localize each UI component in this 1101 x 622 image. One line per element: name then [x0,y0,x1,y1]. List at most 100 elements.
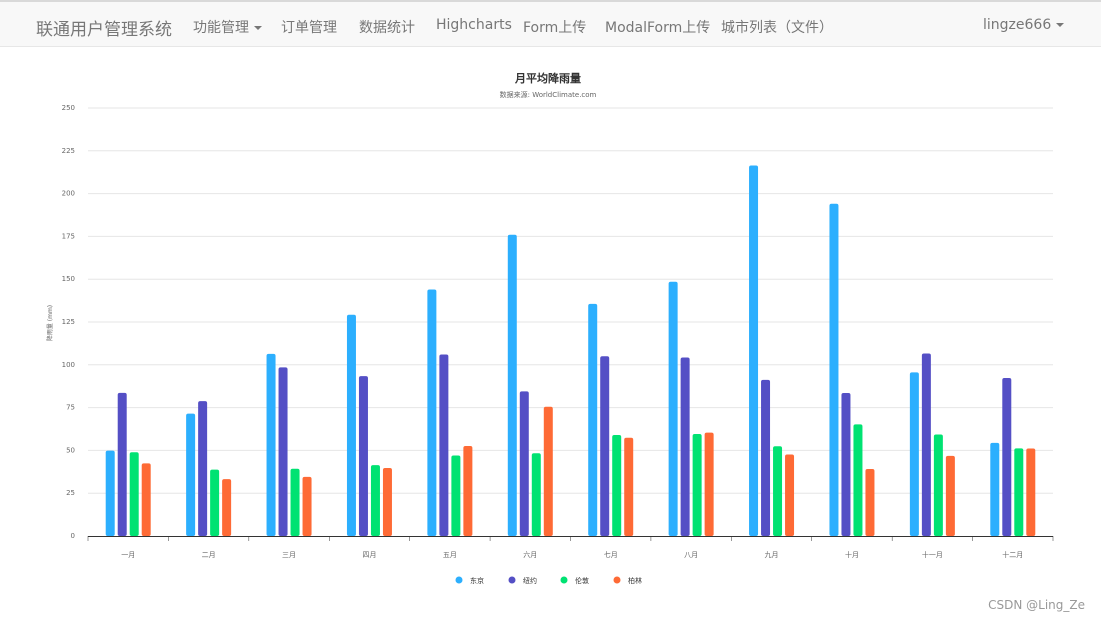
bar [439,354,449,536]
nav-form-upload[interactable]: Form上传 [523,20,587,36]
nav-data-statistics[interactable]: 数据统计 [359,20,415,36]
bar [990,442,1000,536]
x-tick-label: 十二月 [1002,550,1023,559]
legend-item: 伦敦 [560,576,589,585]
bar [507,234,517,537]
y-axis-title: 降雨量 (mm) [46,305,54,341]
x-tick-label: 十月 [845,550,859,559]
legend-marker [508,576,516,584]
y-tick-label: 125 [62,318,75,326]
bar [198,401,208,536]
bar [945,455,955,536]
nav-function-management[interactable]: 功能管理 [193,17,262,37]
bar [865,469,875,536]
y-tick-label: 250 [62,104,75,112]
bar [266,353,276,536]
bar [302,476,312,536]
navbar: 联通用户管理系统 功能管理 订单管理 数据统计 Highcharts Form上… [0,2,1101,47]
bar [222,479,232,536]
legend-marker [560,576,568,584]
y-tick-label: 200 [62,190,75,198]
y-tick-label: 175 [62,232,75,240]
bar [427,289,437,536]
bar [451,455,461,536]
bar [141,463,151,536]
bar [749,165,759,536]
bar [531,453,541,536]
legend-item: 柏林 [613,576,642,585]
legend-label: 纽约 [523,576,537,585]
bar [278,367,288,536]
bar [346,314,356,536]
caret-down-icon [1056,23,1065,27]
bar [773,446,783,536]
chart-subtitle: 数据来源: WorldClimate.com [500,90,597,99]
bar [588,303,598,536]
bar [761,379,771,536]
x-tick-label: 七月 [604,550,618,559]
bar [129,452,139,536]
bar [841,393,851,536]
chart-title: 月平均降雨量 [514,71,581,85]
x-tick-label: 一月 [121,551,135,559]
y-tick-label: 0 [71,532,75,540]
x-tick-label: 五月 [443,551,457,559]
nav-label: 功能管理 [193,20,249,36]
x-tick-label: 九月 [765,550,779,559]
user-menu[interactable]: lingze666 [983,17,1065,33]
bar [290,468,300,536]
bar [692,433,702,536]
bar [382,468,392,536]
y-tick-label: 225 [62,147,75,155]
x-tick-label: 四月 [362,551,376,559]
y-tick-label: 25 [66,489,75,497]
nav-highcharts[interactable]: Highcharts [436,17,512,33]
legend-item: 纽约 [508,576,537,585]
bar [704,432,714,536]
bar [117,392,127,536]
legend-label: 东京 [470,576,484,585]
y-tick-label: 50 [66,446,75,454]
bar [612,434,622,536]
y-tick-label: 100 [62,361,75,369]
nav-city-list[interactable]: 城市列表（文件） [721,20,833,36]
bar [624,437,634,536]
top-border [0,0,1101,2]
username: lingze666 [983,17,1052,33]
y-tick-label: 75 [66,404,75,412]
x-tick-label: 十一月 [922,550,943,559]
x-tick-label: 三月 [282,551,296,559]
bar [543,406,553,536]
brand-link[interactable]: 联通用户管理系统 [36,20,172,40]
bar [1026,448,1036,536]
legend-marker [455,576,463,584]
bar [186,413,196,536]
bar [909,372,919,536]
nav-order-management[interactable]: 订单管理 [281,20,337,36]
legend-label: 柏林 [628,576,642,585]
y-tick-label: 150 [62,275,75,283]
x-tick-label: 六月 [523,550,537,559]
rainfall-chart: 月平均降雨量 数据来源: WorldClimate.com 降雨量 (mm) 0… [46,71,1054,585]
watermark: CSDN @Ling_Ze [988,598,1085,612]
x-tick-label: 八月 [684,551,698,559]
bar [519,391,529,536]
bar [829,203,839,536]
nav-modalform-upload[interactable]: ModalForm上传 [605,20,711,36]
bar [358,376,368,536]
bar [680,357,690,536]
legend-label: 伦敦 [575,576,589,585]
caret-down-icon [254,26,262,30]
bar [210,469,220,536]
bar [600,356,610,536]
legend-marker [613,576,621,584]
bar [463,445,473,536]
bar [853,424,863,536]
bar [1002,377,1012,536]
bar [921,353,931,536]
bar [933,434,943,536]
bar [785,454,795,536]
legend-item: 东京 [455,576,484,585]
bar [370,465,380,536]
bar [1014,448,1024,536]
